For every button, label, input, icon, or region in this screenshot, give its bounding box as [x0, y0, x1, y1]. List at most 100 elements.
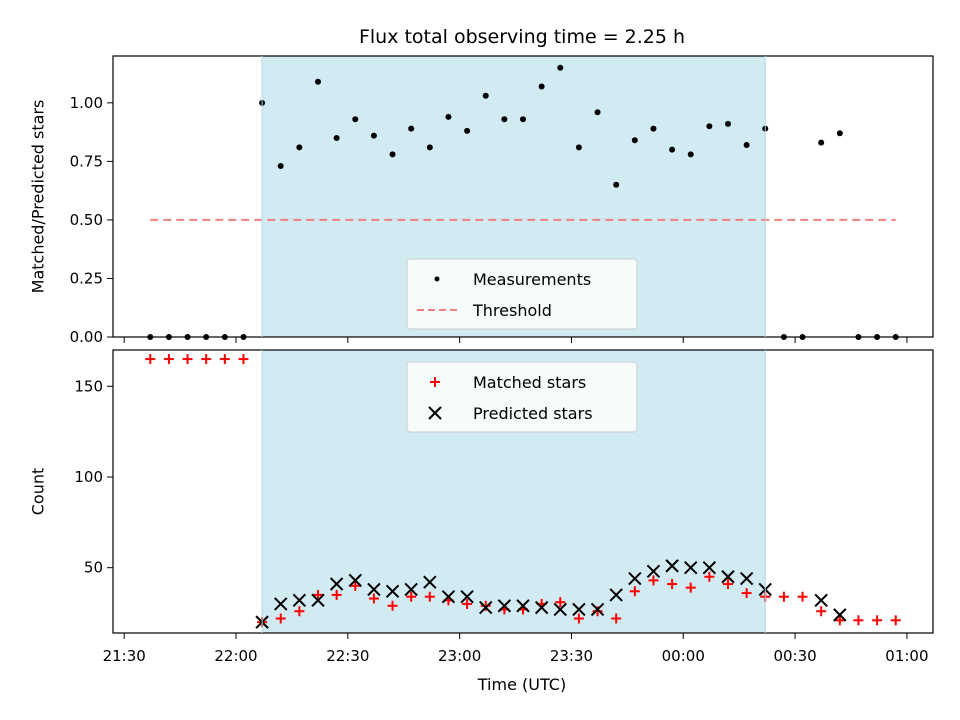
- measurements-point: [389, 151, 396, 158]
- x-tick-label: 00:30: [773, 647, 816, 665]
- matched-stars-point: [611, 613, 622, 624]
- measurements-point: [613, 181, 620, 188]
- legend-predicted-stars-marker: [428, 406, 442, 420]
- bottom-y-axis-label: Count: [29, 468, 48, 516]
- x-tick-label: 23:30: [550, 647, 593, 665]
- measurements-point: [687, 151, 694, 158]
- matched-stars-point: [723, 579, 733, 590]
- matched-stars-point: [406, 591, 417, 602]
- matched-stars-point: [331, 589, 342, 600]
- bottom-legend-box: [406, 361, 638, 433]
- legend-matched-stars-marker: [430, 377, 440, 387]
- matched-stars-point: [182, 354, 193, 365]
- matched-stars-point: [872, 615, 883, 626]
- y-tick-label: 100: [74, 468, 103, 486]
- x-tick-label: 01:00: [885, 647, 928, 665]
- measurements-point: [743, 141, 750, 148]
- matched-stars-point: [145, 354, 156, 365]
- matched-stars-point: [797, 591, 808, 602]
- x-tick-label: 00:00: [662, 647, 705, 665]
- measurements-point: [520, 116, 526, 123]
- matched-stars-point: [275, 613, 286, 624]
- matched-stars-point: [573, 613, 584, 624]
- legend-threshold-label: Threshold: [472, 301, 552, 320]
- y-tick-label: 0.00: [70, 328, 103, 346]
- matched-stars-point: [201, 354, 212, 365]
- predicted-stars-point: [721, 570, 735, 584]
- matched-stars-point: [294, 606, 305, 617]
- matched-stars-point: [555, 597, 566, 608]
- predicted-stars-point: [441, 590, 456, 604]
- predicted-stars-point: [665, 559, 679, 573]
- matched-stars-point: [592, 606, 603, 617]
- measurements-point: [315, 78, 321, 85]
- x-tick-label: 22:00: [214, 647, 257, 665]
- predicted-stars-point: [609, 588, 623, 602]
- measurements-point: [464, 127, 471, 134]
- predicted-stars-point: [516, 599, 530, 613]
- measurements-point: [277, 163, 284, 170]
- predicted-stars-point: [572, 602, 586, 617]
- matched-stars-point: [462, 598, 473, 609]
- measurements-point: [669, 146, 676, 153]
- y-tick-label: 0.50: [70, 211, 103, 229]
- top-plot-frame: [112, 55, 934, 338]
- matched-stars-point: [667, 579, 678, 590]
- matched-stars-point: [350, 580, 361, 591]
- y-tick-label: 50: [84, 559, 103, 577]
- legend-predicted-stars-label: Predicted stars: [473, 404, 593, 423]
- legend-matched-stars-label: Matched stars: [473, 373, 586, 392]
- matched-stars-point: [890, 615, 901, 626]
- measurements-point: [352, 116, 359, 123]
- predicted-stars-point: [646, 564, 661, 579]
- measurements-point: [370, 132, 377, 139]
- matched-stars-point: [741, 588, 752, 599]
- matched-stars-point: [368, 593, 379, 604]
- legend-plus-glyph: [430, 377, 440, 387]
- y-tick-label: 0.25: [70, 269, 103, 287]
- predicted-stars-point: [460, 590, 474, 604]
- matched-stars-point: [853, 615, 864, 626]
- predicted-stars-point: [329, 577, 344, 591]
- measurements-point: [408, 125, 415, 132]
- measurements-point: [296, 144, 303, 151]
- predicted-stars-point: [553, 602, 567, 617]
- y-tick-label: 150: [74, 377, 103, 395]
- measurements-point: [836, 130, 843, 137]
- y-tick-label: 0.75: [70, 152, 103, 170]
- measurements-point: [631, 137, 638, 144]
- measurements-point: [538, 83, 545, 90]
- predicted-stars-point: [534, 600, 549, 615]
- predicted-stars-point: [423, 575, 437, 589]
- predicted-stars-point: [833, 608, 847, 622]
- measurements-point: [482, 92, 489, 99]
- predicted-stars-point: [702, 560, 717, 575]
- legend-x-glyph: [428, 406, 442, 420]
- predicted-stars-point: [367, 582, 381, 597]
- predicted-stars-point: [739, 571, 754, 586]
- predicted-stars-point: [348, 573, 362, 588]
- bottom-plot-frame: [112, 349, 934, 634]
- top-y-axis-label: Matched/Predicted stars: [29, 100, 48, 294]
- top-panel: 0.00 0.25 0.50 0.75 1.00 Matched/Predicted s…: [29, 55, 934, 346]
- predicted-stars-point: [590, 602, 605, 617]
- measurements-point: [818, 139, 825, 146]
- predicted-stars-point: [479, 600, 493, 615]
- measurements-point: [501, 116, 508, 123]
- measurements-point: [557, 64, 564, 71]
- predicted-stars-point: [404, 582, 418, 597]
- matched-stars-point: [238, 354, 249, 365]
- top-legend-box: [406, 258, 638, 330]
- predicted-stars-point: [274, 597, 288, 611]
- bottom-legend: Matched stars Predicted stars: [406, 361, 638, 433]
- matched-stars-point: [834, 615, 845, 626]
- matched-stars-point: [648, 575, 659, 586]
- measurements-point: [426, 144, 433, 151]
- matched-stars-point: [480, 600, 491, 611]
- predicted-stars-point: [684, 560, 698, 575]
- bottom-panel: 50 100 150 21:30 22:00 22:30 23:00 23:30 00:00 0…: [29, 349, 934, 665]
- matched-stars-point: [629, 586, 640, 597]
- x-tick-label: 22:30: [326, 647, 369, 665]
- x-tick-label: 23:00: [438, 647, 481, 665]
